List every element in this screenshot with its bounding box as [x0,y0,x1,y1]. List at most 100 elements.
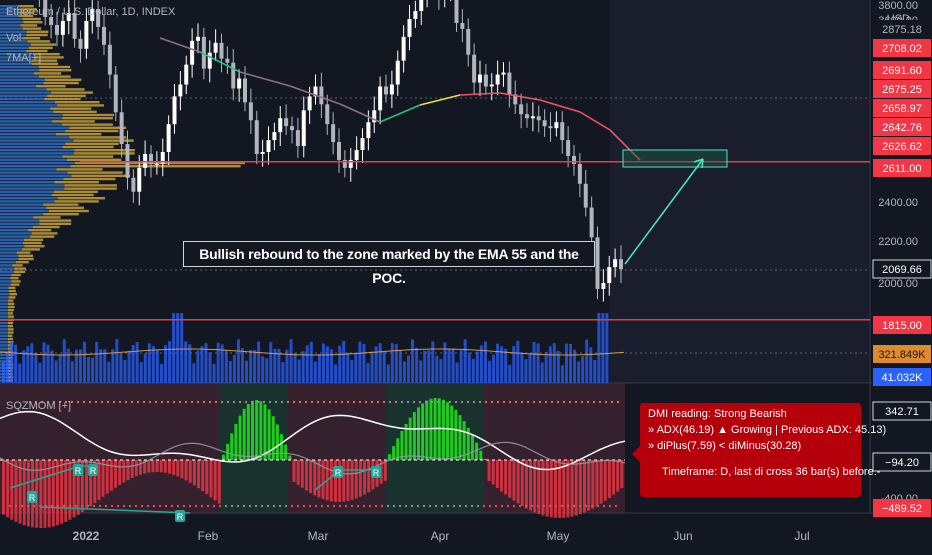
profile-bar-blue [0,56,36,59]
candle-body [354,150,359,160]
momentum-histogram-bar [591,460,595,509]
momentum-histogram-bar [321,460,325,500]
momentum-histogram-bar [400,430,404,460]
volume-bar [415,347,419,383]
volume-label-bg [873,345,931,363]
profile-bar-gold [43,203,79,206]
candle-body [619,259,623,270]
squeeze-dot-bottom [116,504,120,508]
volume-bar [560,365,564,383]
momentum-histogram-bar [201,460,205,492]
squeeze-dot-bottom [140,504,144,508]
momentum-histogram-bar [188,460,192,483]
volume-bar [289,339,293,383]
profile-bar-gold [52,120,95,123]
squeeze-dot-top [580,400,584,404]
squeeze-dot-bottom [536,504,540,508]
profile-bar-gold [10,277,19,280]
ema55-segment [499,92,541,101]
squeeze-dot-bottom [176,504,180,508]
di-cross-marker [333,466,343,478]
squeeze-dot-bottom [452,504,456,508]
profile-bar-blue [0,62,33,65]
price-label: 2642.76 [882,122,922,134]
volume-bar [483,341,487,383]
volume-bar [443,342,447,383]
squeeze-dot-top [490,400,494,404]
profile-bar-blue [0,197,58,200]
price-tick-label: 3800.00 [878,0,918,12]
momentum-histogram-bar [570,460,574,517]
profile-bar-gold [32,62,59,65]
profile-bar-gold [22,37,41,40]
volume-bar [370,351,374,383]
profile-bar-gold [8,296,16,299]
squeeze-dot-top [352,400,356,404]
candle-body [219,42,224,59]
profile-bar-blue [0,325,8,328]
volume-bar [204,343,208,383]
profile-bar-gold [62,123,113,126]
volume-bar [135,342,139,383]
price-label-bg [873,39,931,57]
volume-bar [168,341,172,383]
volume-bar [159,364,163,383]
candle-body [225,58,230,63]
squeeze-dot-bottom [80,504,84,508]
candle-body [413,11,418,19]
volume-bar [123,359,127,383]
volume-bar [326,346,329,383]
volume-bar [265,358,269,383]
profile-bar-gold [22,241,42,245]
candle-body [466,28,471,55]
momentum-histogram-bar [60,460,64,524]
profile-bar-gold [46,206,84,209]
candle-body [60,20,65,35]
profile-bar-blue [0,139,74,142]
profile-bar-gold [54,101,100,104]
profile-bar-blue [0,293,10,296]
profile-bar-blue [0,248,22,251]
squeeze-dot-bottom [188,504,192,508]
volume-bar [317,354,321,383]
volume-bar [176,313,180,383]
momentum-histogram-bar [334,460,337,502]
momentum-histogram-bar [147,460,151,473]
volume-bar [172,313,176,383]
candle-body [613,259,618,268]
momentum-histogram-bar [620,460,624,489]
volume-bar [390,343,394,383]
price-label: 2708.02 [882,43,922,55]
momentum-histogram-bar [180,460,184,479]
squeeze-dot-bottom [524,504,528,508]
profile-bar-gold [35,56,64,59]
volume-bar [321,343,325,383]
squeeze-dot-bottom [170,504,174,508]
volume-bar [111,349,115,383]
momentum-histogram-bar [529,460,533,511]
momentum-histogram-bar [454,409,458,460]
squeeze-dot-bottom [440,504,444,508]
profile-bar-gold [23,238,44,241]
squeeze-dot-bottom [350,504,354,508]
squeeze-dot-bottom [446,504,450,508]
profile-bar-gold [30,43,57,46]
profile-bar-gold [22,27,42,30]
squeeze-dot-top [298,400,302,404]
squeeze-dot-bottom [464,504,468,508]
candle-body [272,132,277,141]
candle-body [113,74,118,113]
volume-bar [463,339,467,383]
squeeze-dot-top [400,400,404,404]
volume-bar [358,341,362,383]
profile-bar-blue [0,113,63,117]
squeeze-dot-bottom [68,504,72,508]
dmi-box-pointer [632,446,640,462]
candle-body [160,151,165,164]
squeeze-dot-top [124,400,128,404]
candle-body [566,140,571,156]
profile-bar-gold [57,197,106,200]
volume-bar [208,352,212,383]
volume-bar [512,346,516,383]
